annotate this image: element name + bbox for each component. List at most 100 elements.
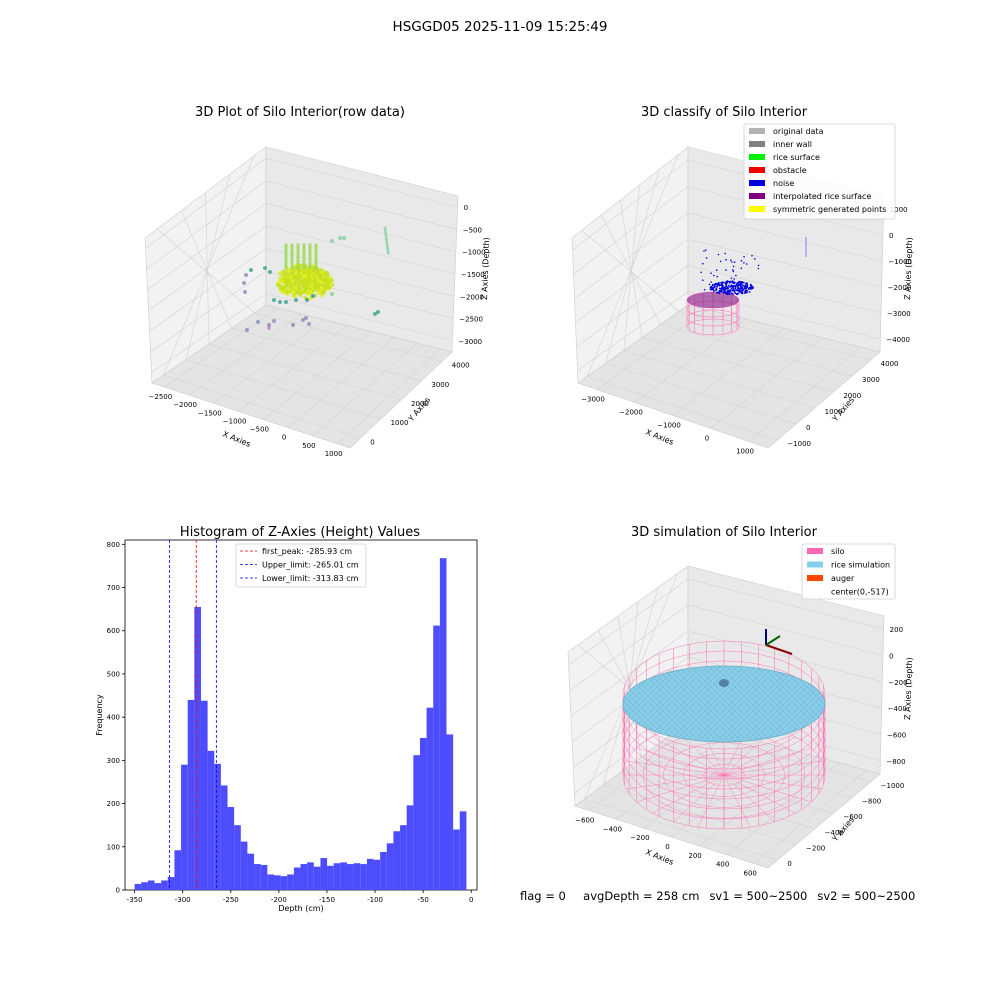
legend-swatch [807,575,823,581]
raw-point [283,273,287,277]
z-gridline [575,238,882,323]
classify-noise-point [731,280,734,282]
classify-noise-point [730,287,733,290]
raw-point [296,246,300,250]
y-tick-label: 2000 [411,400,429,408]
hist-bar [320,858,328,890]
raw-point [290,271,295,275]
z-gridline [577,291,881,372]
classify-noise-point [716,283,718,285]
silo-bottom-spoke [723,760,822,776]
raw-point [384,231,387,235]
classify-noise-point [742,281,745,284]
silo-bottom-spoke [697,774,725,828]
raw-point [290,251,294,255]
raw-point [328,275,333,280]
classify-noise-point [718,283,721,286]
classify-noise-point [757,267,760,270]
classify-noise-point [722,285,725,287]
raw-point [330,239,334,243]
classify-noise-point [726,291,729,294]
raw-point [290,279,295,283]
classify-wall-point [805,247,807,249]
raw-point [302,256,306,260]
z-tick-label: −4000 [886,336,910,344]
z-tick-label: −1500 [461,271,485,279]
classify-legend: original data inner wall rice surface obsta… [743,123,896,220]
classify-noise-point [733,278,735,280]
classify-noise-point [724,252,726,255]
y-tick-label: 4000 [881,360,899,368]
legend-label: first_peak: -285.93 cm [262,547,352,556]
silo-bottom-spoke [723,774,812,803]
hist-bar [333,863,341,890]
y-gridline [208,343,402,401]
raw-point [290,246,294,250]
raw-point [308,256,312,260]
hist-tick-labels: -350 -300 -250 -200 -150 -100 -50 0 0 100 200 300 40… [107,541,474,904]
classify-noise-point [737,283,740,286]
classify-noise-point [709,288,712,291]
z-tick-label: −500 [463,226,482,234]
hist-bar [386,843,394,890]
z-tick-label: 0 [464,204,468,212]
sim-legend: silo rice simulation auger center(0,-517) [801,543,896,600]
raw-point [308,253,312,257]
hist-bar [380,851,387,890]
raw-point [385,242,389,246]
hist-vlines [169,540,217,890]
hist-bar [346,864,354,890]
y-gridline [660,324,853,377]
raw-point [284,251,288,255]
z-tick-label: −800 [886,758,905,766]
y-gridline-wall [156,228,255,314]
hist-bar [419,737,427,890]
y-gridline-wall [581,230,680,312]
raw-point [305,298,309,302]
raw-point [288,282,292,286]
z-gridline [148,225,456,311]
auger-marker [719,679,729,687]
x-tick-label: 0 [469,896,473,904]
raw-point [296,264,300,268]
x-tick-label: 500 [302,442,315,450]
raw-point [338,236,342,240]
classify-noise-point [740,283,742,285]
raw-point [315,271,320,276]
classify-noise-point [731,281,734,284]
footer-sv2: sv2 = 500~2500 [817,889,916,903]
x-tick-label: -200 [271,896,287,904]
classify-noise-point [734,286,737,289]
raw-point [290,266,294,270]
z-tick-label: −600 [887,732,906,740]
classify-noise-point [700,271,702,274]
y-gridline-wall [181,210,233,329]
raw-point [249,268,253,272]
z-tick-label: −2000 [888,284,912,292]
y-tick-label: 600 [107,627,120,635]
footer-sv1: sv1 = 500~2500 [709,889,808,903]
silo-bottom-spoke [636,747,725,776]
z-gridline [151,293,453,373]
raw-point [297,279,301,284]
classify-noise-point [737,286,740,289]
raw-point [294,286,298,290]
classify-noise-point [702,279,704,282]
raw-point [326,287,330,292]
legend-swatch [749,128,765,134]
classify-noise-point [731,261,733,263]
raw-point [304,316,308,320]
legend-label: center(0,-517) [831,588,889,597]
hist-bar [167,877,175,890]
y-gridline [603,784,797,845]
raw-point [290,248,294,252]
raw-point [316,285,320,289]
hist-legend-box [235,543,367,588]
legend-swatch [807,548,823,554]
classify-noise-point [712,284,714,286]
y-tick-label: 800 [107,541,120,549]
classify-noise-point [728,293,731,295]
hist-bar [234,825,241,890]
legend-swatch [807,561,823,568]
y-gridline [584,798,778,861]
